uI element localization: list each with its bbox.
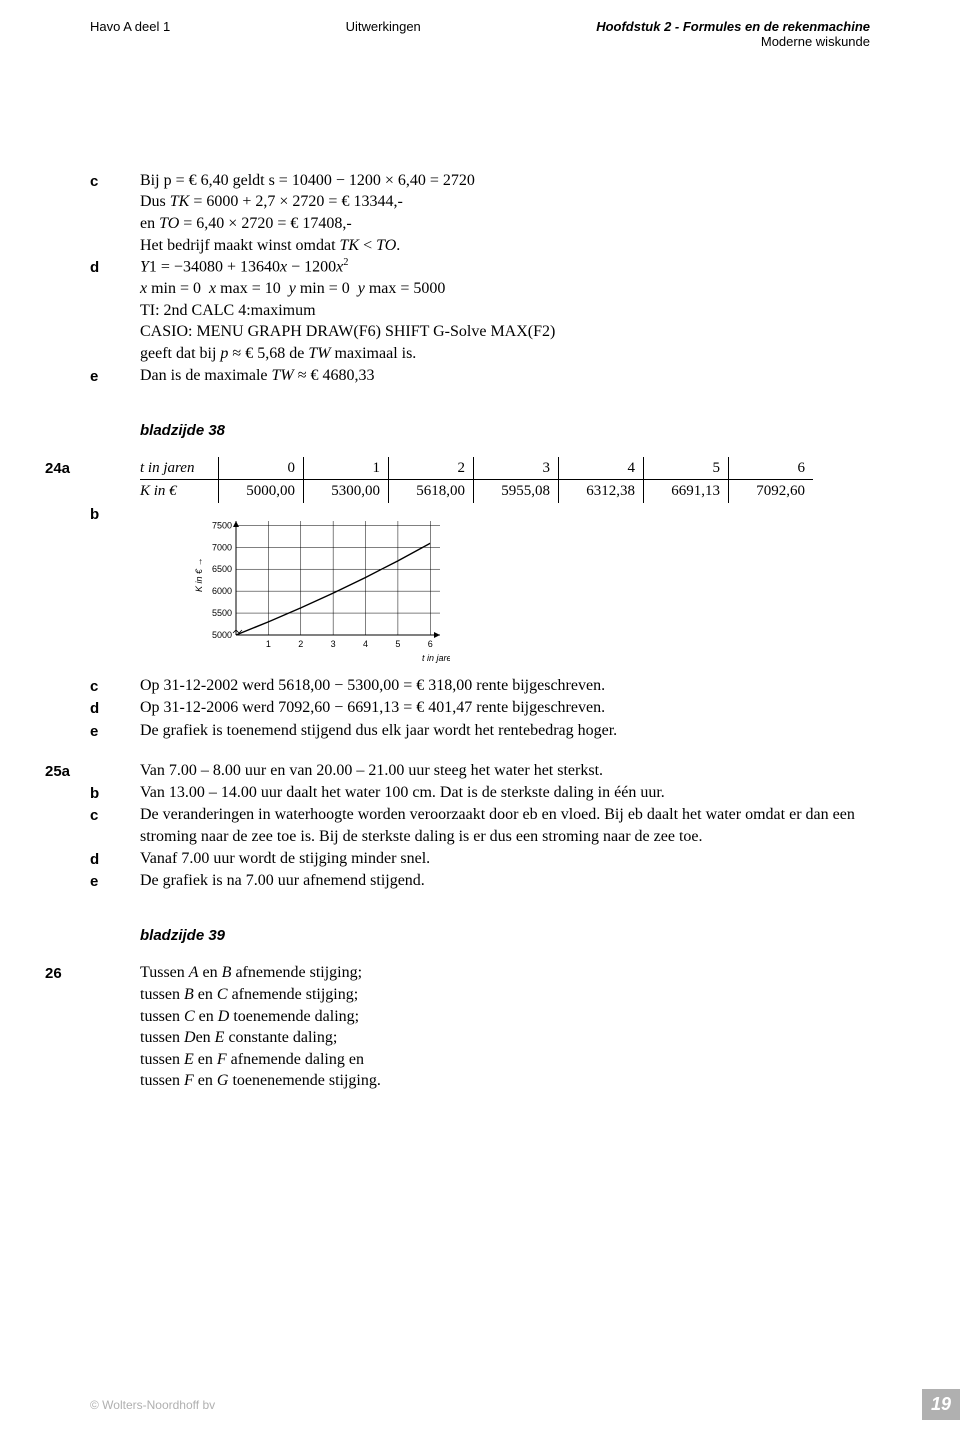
label-24b: b bbox=[90, 503, 140, 676]
answer-23d: Y1 = −34080 + 13640x − 1200x2 x min = 0 … bbox=[140, 256, 870, 364]
header-chapter: Hoofdstuk 2 - Formules en de rekenmachin… bbox=[596, 20, 870, 35]
section-38: bladzijde 38 bbox=[140, 421, 870, 441]
svg-text:3: 3 bbox=[331, 639, 336, 649]
label-23c: c bbox=[90, 170, 140, 256]
svg-text:6000: 6000 bbox=[212, 586, 232, 596]
svg-text:t in jaren →: t in jaren → bbox=[422, 653, 450, 663]
svg-text:6500: 6500 bbox=[212, 564, 232, 574]
answer-25c: De veranderingen in waterhoogte worden v… bbox=[140, 804, 870, 847]
svg-text:5500: 5500 bbox=[212, 608, 232, 618]
table-24a: t in jaren0123456 K in €5000,005300,0056… bbox=[140, 457, 813, 503]
page-number: 19 bbox=[922, 1389, 960, 1420]
section-39: bladzijde 39 bbox=[140, 926, 870, 946]
chart-24b: 1 2 3 4 5 6 5000 5500 6000 6500 7000 7500 t in jaren… bbox=[190, 513, 870, 670]
svg-text:5: 5 bbox=[395, 639, 400, 649]
header-left: Havo A deel 1 bbox=[90, 20, 170, 50]
answer-23c: Bij p = € 6,40 geldt s = 10400 − 1200 × … bbox=[140, 170, 870, 256]
svg-text:7500: 7500 bbox=[212, 520, 232, 530]
answer-25e: De grafiek is na 7.00 uur afnemend stijg… bbox=[140, 870, 870, 892]
label-23d: d bbox=[90, 256, 140, 364]
label-25b: b bbox=[90, 782, 140, 804]
svg-text:K in € →: K in € → bbox=[194, 557, 204, 592]
answer-24e: De grafiek is toenemend stijgend dus elk… bbox=[140, 720, 870, 742]
header-series: Moderne wiskunde bbox=[596, 35, 870, 50]
label-24c: c bbox=[90, 675, 140, 697]
label-25a: 25a bbox=[45, 760, 140, 782]
answer-24c: Op 31-12-2002 werd 5618,00 − 5300,00 = €… bbox=[140, 675, 870, 697]
svg-text:4: 4 bbox=[363, 639, 368, 649]
svg-text:6: 6 bbox=[428, 639, 433, 649]
answer-23e: Dan is de maximale TW ≈ € 4680,33 bbox=[140, 365, 870, 387]
label-25c: c bbox=[90, 804, 140, 847]
answer-25a: Van 7.00 – 8.00 uur en van 20.00 – 21.00… bbox=[140, 760, 870, 782]
svg-text:2: 2 bbox=[298, 639, 303, 649]
label-25d: d bbox=[90, 848, 140, 870]
label-23e: e bbox=[90, 365, 140, 387]
svg-text:5000: 5000 bbox=[212, 630, 232, 640]
label-24a: 24a bbox=[45, 457, 140, 503]
label-24d: d bbox=[90, 697, 140, 719]
header-center: Uitwerkingen bbox=[346, 20, 421, 50]
label-26: 26 bbox=[45, 962, 140, 1092]
answer-26: Tussen A en B afnemende stijging; tussen… bbox=[140, 962, 870, 1092]
svg-text:7000: 7000 bbox=[212, 542, 232, 552]
label-25e: e bbox=[90, 870, 140, 892]
answer-25d: Vanaf 7.00 uur wordt de stijging minder … bbox=[140, 848, 870, 870]
label-24e: e bbox=[90, 720, 140, 742]
footer-copyright: © Wolters-Noordhoff bv bbox=[90, 1398, 215, 1412]
svg-text:1: 1 bbox=[266, 639, 271, 649]
page-header: Havo A deel 1 Uitwerkingen Hoofdstuk 2 -… bbox=[90, 20, 870, 50]
answer-25b: Van 13.00 – 14.00 uur daalt het water 10… bbox=[140, 782, 870, 804]
answer-24d: Op 31-12-2006 werd 7092,60 − 6691,13 = €… bbox=[140, 697, 870, 719]
